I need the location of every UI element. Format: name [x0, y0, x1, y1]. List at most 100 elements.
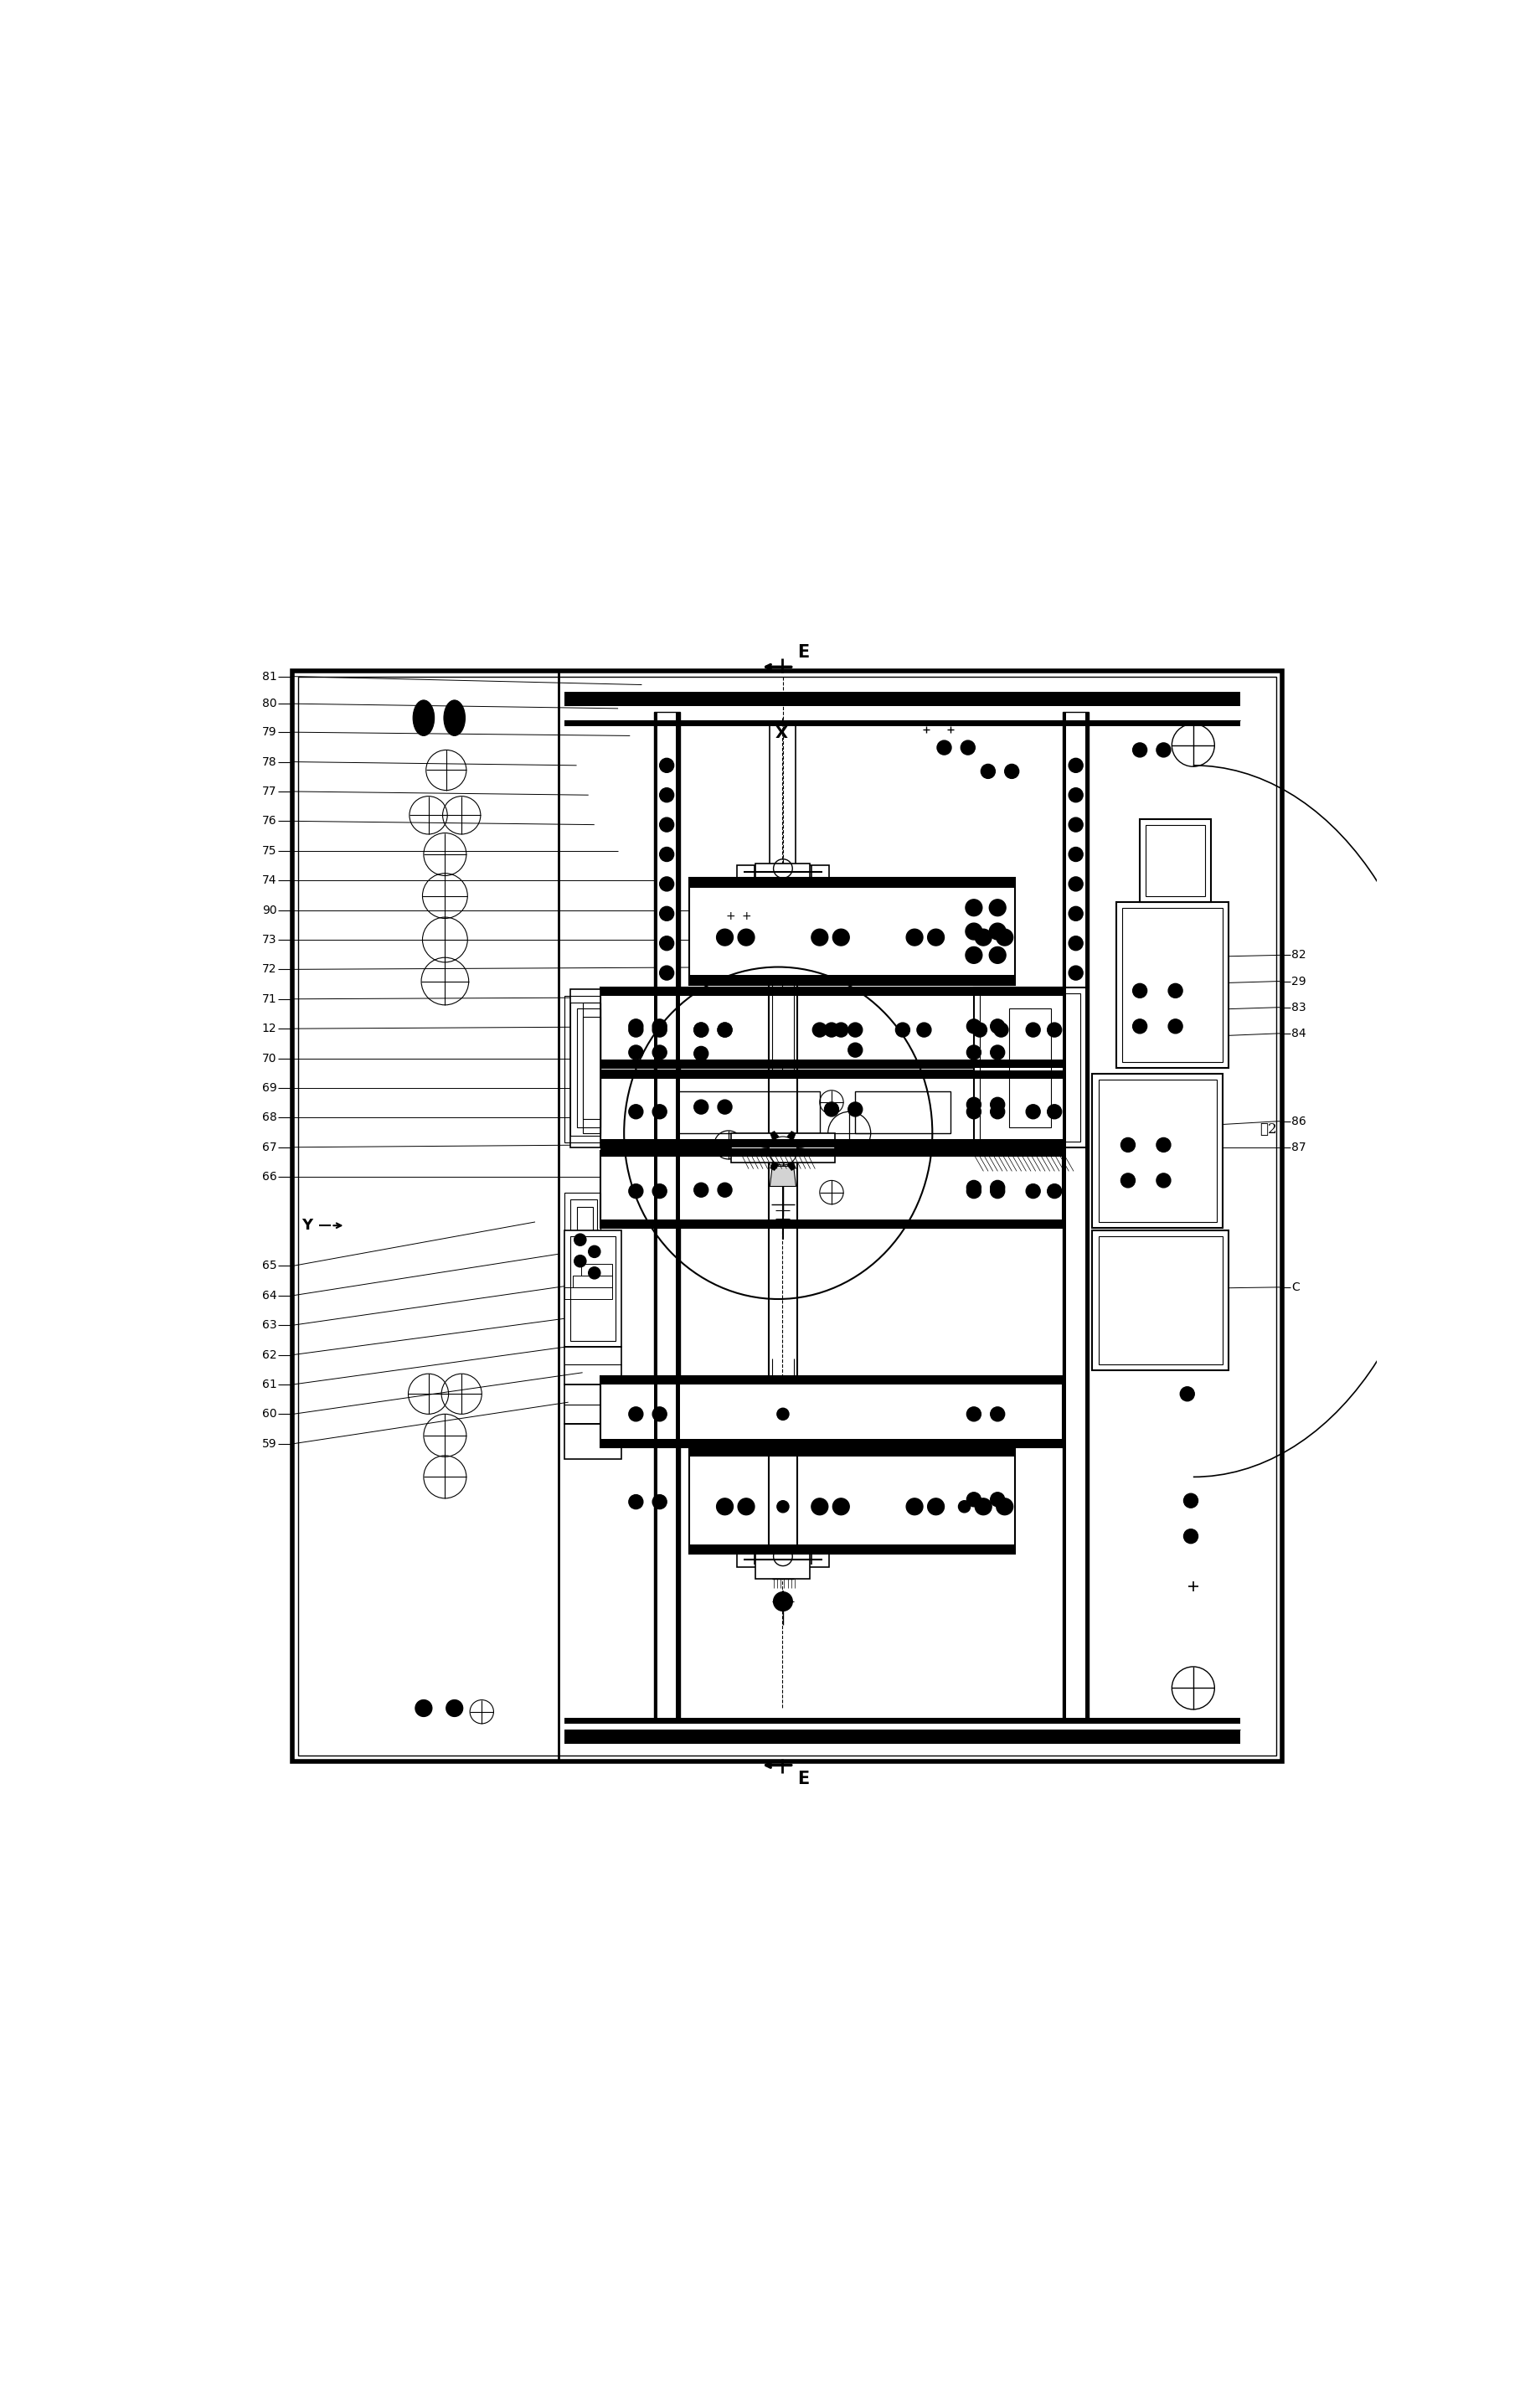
Circle shape: [629, 1105, 643, 1120]
Circle shape: [659, 877, 673, 891]
Text: 80: 80: [262, 698, 277, 710]
Circle shape: [1048, 1105, 1062, 1120]
Bar: [600, 1139, 1063, 1146]
Bar: [565, 1288, 612, 1298]
Bar: [600, 1375, 1063, 1447]
Text: 62: 62: [262, 1348, 277, 1361]
Circle shape: [1005, 763, 1019, 778]
Bar: [678, 1091, 820, 1134]
Circle shape: [1068, 905, 1083, 920]
Circle shape: [848, 1023, 863, 1038]
Text: Y: Y: [301, 1218, 314, 1233]
Circle shape: [1121, 1137, 1135, 1151]
Circle shape: [652, 1019, 667, 1033]
Bar: [1140, 819, 1212, 901]
Circle shape: [1048, 1185, 1062, 1199]
Circle shape: [990, 946, 1005, 963]
Text: 60: 60: [262, 1409, 277, 1421]
Text: 29: 29: [1291, 975, 1307, 987]
Bar: [973, 987, 1086, 1146]
Bar: [1063, 713, 1089, 1719]
Circle shape: [975, 1498, 991, 1515]
Circle shape: [916, 1023, 932, 1038]
Circle shape: [967, 1180, 981, 1194]
Circle shape: [906, 1498, 923, 1515]
Bar: [1063, 713, 1066, 1719]
Circle shape: [1184, 1529, 1198, 1544]
Circle shape: [415, 1700, 431, 1717]
Circle shape: [652, 1105, 667, 1120]
Circle shape: [659, 937, 673, 951]
Circle shape: [659, 848, 673, 862]
Circle shape: [994, 1023, 1008, 1038]
Bar: [565, 1230, 621, 1346]
Circle shape: [965, 901, 982, 915]
Bar: [577, 1206, 594, 1286]
Text: 64: 64: [262, 1291, 277, 1300]
Text: 72: 72: [262, 963, 277, 975]
Circle shape: [695, 1100, 708, 1115]
Circle shape: [895, 1023, 910, 1038]
Bar: [737, 864, 829, 879]
Bar: [583, 1016, 600, 1120]
Circle shape: [1169, 982, 1183, 997]
Text: 79: 79: [262, 727, 277, 737]
Circle shape: [695, 1023, 708, 1038]
Circle shape: [1157, 1137, 1170, 1151]
Text: C: C: [1291, 1281, 1300, 1293]
Circle shape: [774, 1592, 793, 1611]
Bar: [600, 1151, 1063, 1228]
Bar: [1092, 1074, 1222, 1228]
Text: 69: 69: [262, 1081, 277, 1093]
Circle shape: [990, 901, 1005, 915]
Text: 75: 75: [262, 845, 277, 857]
Circle shape: [1068, 966, 1083, 980]
Circle shape: [812, 1023, 826, 1038]
Circle shape: [629, 1185, 643, 1199]
Bar: [565, 720, 1241, 727]
Bar: [1085, 713, 1089, 1719]
Circle shape: [1068, 819, 1083, 831]
Circle shape: [1157, 1173, 1170, 1187]
Circle shape: [716, 929, 733, 946]
Text: 61: 61: [262, 1377, 277, 1389]
Bar: [571, 1199, 597, 1293]
Circle shape: [848, 1103, 863, 1117]
Bar: [1099, 1235, 1222, 1365]
Text: 12: 12: [262, 1023, 277, 1035]
Bar: [565, 1423, 621, 1459]
Circle shape: [834, 1023, 848, 1038]
Text: 66: 66: [262, 1170, 277, 1182]
Bar: [565, 1346, 621, 1385]
Bar: [574, 1276, 612, 1288]
Text: 73: 73: [262, 934, 277, 946]
Circle shape: [990, 1185, 1005, 1199]
Circle shape: [777, 1409, 789, 1421]
Circle shape: [447, 1700, 462, 1717]
Polygon shape: [762, 1146, 768, 1153]
Bar: [1121, 908, 1222, 1062]
Circle shape: [967, 1406, 981, 1421]
Circle shape: [629, 1406, 643, 1421]
Ellipse shape: [413, 701, 435, 737]
Text: 87: 87: [1291, 1141, 1307, 1153]
Text: 77: 77: [262, 785, 277, 797]
Bar: [731, 1134, 835, 1163]
Circle shape: [990, 1098, 1005, 1112]
Bar: [1146, 824, 1206, 896]
Bar: [565, 1729, 1241, 1743]
Bar: [571, 1235, 615, 1341]
Bar: [979, 992, 1080, 1141]
Bar: [653, 713, 658, 1719]
Circle shape: [659, 819, 673, 831]
Circle shape: [652, 1495, 667, 1510]
Bar: [688, 975, 1016, 985]
Bar: [1010, 1009, 1051, 1127]
Bar: [688, 879, 1016, 985]
Text: 65: 65: [262, 1259, 277, 1271]
Circle shape: [990, 922, 1005, 939]
Circle shape: [936, 742, 952, 754]
Circle shape: [832, 929, 849, 946]
Circle shape: [990, 1045, 1005, 1060]
Circle shape: [996, 1498, 1013, 1515]
